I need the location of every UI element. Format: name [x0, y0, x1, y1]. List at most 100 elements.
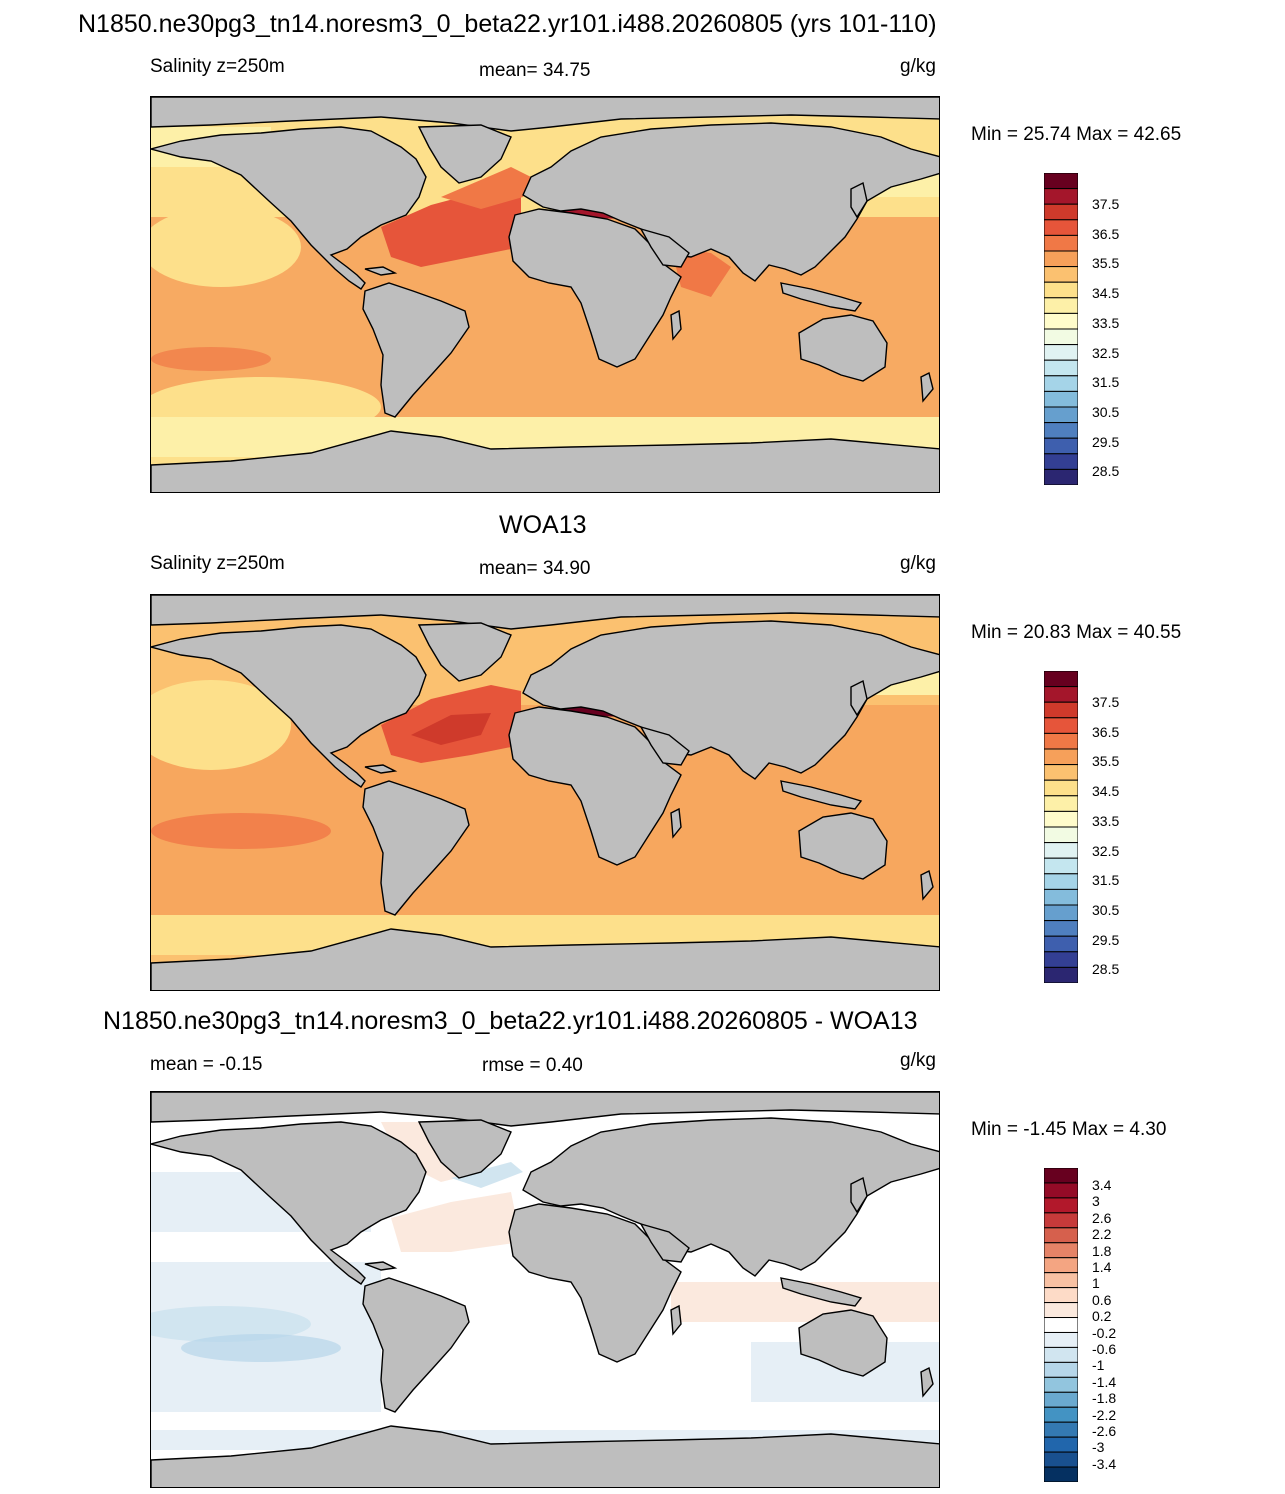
colorbar-swatch: [1043, 250, 1079, 268]
panel2-colorbar-swatches: [1043, 670, 1079, 984]
colorbar-swatch: [1043, 422, 1079, 439]
colorbar-swatch: [1043, 1421, 1079, 1438]
colorbar-swatch: [1043, 717, 1079, 734]
colorbar-swatch: [1043, 904, 1079, 922]
colorbar-swatch: [1043, 1212, 1079, 1229]
colorbar-swatch: [1043, 359, 1079, 377]
panel2-title: WOA13: [499, 511, 587, 539]
panel1-map-canvas: [151, 97, 939, 492]
colorbar-tick-label: 28.5: [1092, 961, 1120, 978]
colorbar-tick-label: 0.2: [1092, 1308, 1112, 1325]
colorbar-tick-label: 36.5: [1092, 723, 1120, 740]
colorbar-swatch: [1043, 1391, 1079, 1408]
colorbar-swatch: [1043, 266, 1079, 283]
colorbar-tick-label: 28.5: [1092, 463, 1120, 480]
colorbar-tick-label: 1.8: [1092, 1242, 1112, 1259]
colorbar-tick-label: 29.5: [1092, 931, 1120, 948]
colorbar-tick-label: 37.5: [1092, 196, 1120, 212]
colorbar-tick-label: 33.5: [1092, 812, 1120, 829]
colorbar-swatch: [1043, 1197, 1079, 1214]
colorbar-tick-label: 35.5: [1092, 255, 1120, 272]
colorbar-swatch: [1043, 1167, 1079, 1184]
colorbar-swatch: [1043, 468, 1079, 486]
colorbar-tick-label: 0.6: [1092, 1291, 1112, 1308]
colorbar-tick-label: 2.2: [1092, 1226, 1112, 1243]
panel2-colorbar: [1043, 670, 1079, 984]
colorbar-tick-label: -2.2: [1092, 1406, 1117, 1423]
colorbar-tick-label: -2.6: [1092, 1423, 1117, 1439]
colorbar-swatch: [1043, 1287, 1079, 1304]
colorbar-swatch: [1043, 297, 1079, 314]
colorbar-tick-label: 31.5: [1092, 872, 1120, 889]
colorbar-tick-label: -0.2: [1092, 1324, 1117, 1341]
colorbar-swatch: [1043, 1182, 1079, 1199]
panel3-colorbar-swatches: [1043, 1167, 1079, 1483]
colorbar-swatch: [1043, 779, 1079, 797]
colorbar-tick-label: 30.5: [1092, 403, 1120, 420]
colorbar-swatch: [1043, 1302, 1079, 1319]
colorbar-swatch: [1043, 732, 1079, 750]
colorbar-swatch: [1043, 219, 1079, 236]
colorbar-tick-label: -1: [1092, 1357, 1105, 1374]
colorbar-swatch: [1043, 1227, 1079, 1244]
panel2-mean-label: mean= 34.90: [479, 558, 591, 579]
colorbar-swatch: [1043, 764, 1079, 781]
colorbar-swatch: [1043, 810, 1079, 828]
colorbar-swatch: [1043, 406, 1079, 424]
colorbar-swatch: [1043, 1257, 1079, 1274]
panel1-map: [150, 96, 940, 493]
colorbar-swatch: [1043, 1451, 1079, 1468]
colorbar-swatch: [1043, 188, 1079, 205]
panel3-map-canvas: [151, 1092, 939, 1487]
colorbar-swatch: [1043, 328, 1079, 346]
colorbar-swatch: [1043, 935, 1079, 953]
colorbar-swatch: [1043, 1317, 1079, 1333]
panel1-units-label: g/kg: [900, 56, 936, 77]
panel2-map-canvas: [151, 595, 939, 990]
colorbar-tick-label: 37.5: [1092, 694, 1120, 710]
colorbar-swatch: [1043, 873, 1079, 890]
colorbar-swatch: [1043, 1466, 1079, 1483]
colorbar-swatch: [1043, 1361, 1079, 1378]
panel1-minmax-label: Min = 25.74 Max = 42.65: [971, 124, 1182, 145]
colorbar-tick-label: 34.5: [1092, 285, 1120, 302]
colorbar-swatch: [1043, 966, 1079, 984]
colorbar-tick-label: -0.6: [1092, 1341, 1117, 1357]
colorbar-tick-label: 33.5: [1092, 314, 1120, 331]
colorbar-swatch: [1043, 795, 1079, 812]
colorbar-swatch: [1043, 888, 1079, 906]
panel3-units-label: g/kg: [900, 1050, 936, 1071]
colorbar-swatch: [1043, 857, 1079, 875]
colorbar-tick-label: 36.5: [1092, 225, 1120, 242]
panel3-minmax-label: Min = -1.45 Max = 4.30: [971, 1119, 1167, 1140]
colorbar-tick-label: 29.5: [1092, 433, 1120, 450]
panel1-title: N1850.ne30pg3_tn14.noresm3_0_beta22.yr10…: [78, 10, 937, 38]
colorbar-tick-label: 1: [1092, 1275, 1100, 1292]
colorbar-tick-label: 32.5: [1092, 842, 1120, 859]
colorbar-tick-label: 32.5: [1092, 344, 1120, 361]
colorbar-swatch: [1043, 312, 1079, 330]
colorbar-swatch: [1043, 172, 1079, 190]
colorbar-tick-label: 1.4: [1092, 1259, 1112, 1275]
panel2-map: [150, 594, 940, 991]
colorbar-swatch: [1043, 920, 1079, 937]
colorbar-swatch: [1043, 1272, 1079, 1289]
colorbar-tick-label: -3.4: [1092, 1455, 1117, 1472]
colorbar-tick-label: 35.5: [1092, 753, 1120, 770]
colorbar-swatch: [1043, 1436, 1079, 1453]
colorbar-tick-label: 31.5: [1092, 374, 1120, 391]
colorbar-swatch: [1043, 748, 1079, 766]
colorbar-swatch: [1043, 686, 1079, 703]
panel1-mean-label: mean= 34.75: [479, 60, 591, 81]
colorbar-swatch: [1043, 390, 1079, 408]
colorbar-swatch: [1043, 826, 1079, 844]
colorbar-swatch: [1043, 1331, 1079, 1348]
colorbar-tick-label: 3: [1092, 1193, 1100, 1210]
panel1-variable-label: Salinity z=250m: [150, 56, 285, 77]
panel3-mean-label: mean = -0.15: [150, 1054, 263, 1075]
panel1-colorbar: [1043, 172, 1079, 486]
colorbar-tick-label: 34.5: [1092, 783, 1120, 800]
colorbar-tick-label: -1.4: [1092, 1373, 1117, 1390]
colorbar-swatch: [1043, 453, 1079, 470]
colorbar-swatch: [1043, 951, 1079, 968]
